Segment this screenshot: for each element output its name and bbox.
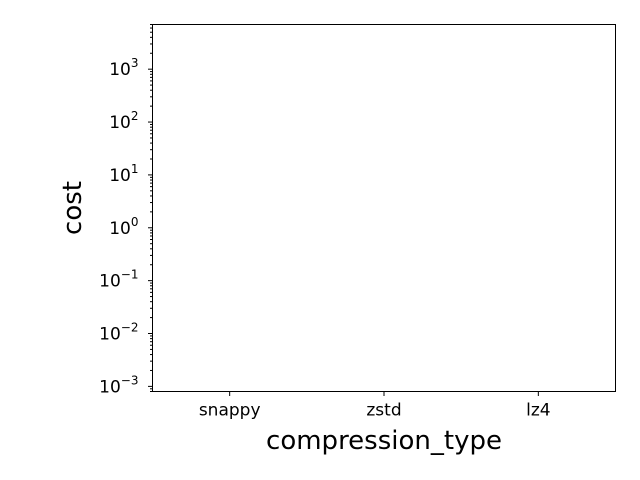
y-axis-title: cost (58, 181, 88, 235)
x-tick-label-zstd: zstd (366, 401, 401, 421)
y-tick-label: 102 (109, 109, 138, 133)
y-tick-label: 100 (109, 215, 138, 239)
x-axis-title: compression_type (266, 426, 502, 456)
y-tick-label: 10−3 (99, 373, 138, 397)
plot-area-frame (152, 24, 616, 392)
x-tick-label-snappy: snappy (199, 401, 261, 421)
y-axis-ticks: 10−3 10−2 10−1 100 101 102 103 (99, 24, 153, 397)
y-tick-label: 103 (109, 56, 138, 80)
y-tick-label: 10−2 (99, 321, 138, 345)
y-tick-label: 10−1 (99, 268, 138, 292)
x-tick-label-lz4: lz4 (526, 401, 550, 421)
x-axis-ticks: snappy zstd lz4 (199, 391, 551, 421)
y-tick-label: 101 (109, 162, 138, 186)
